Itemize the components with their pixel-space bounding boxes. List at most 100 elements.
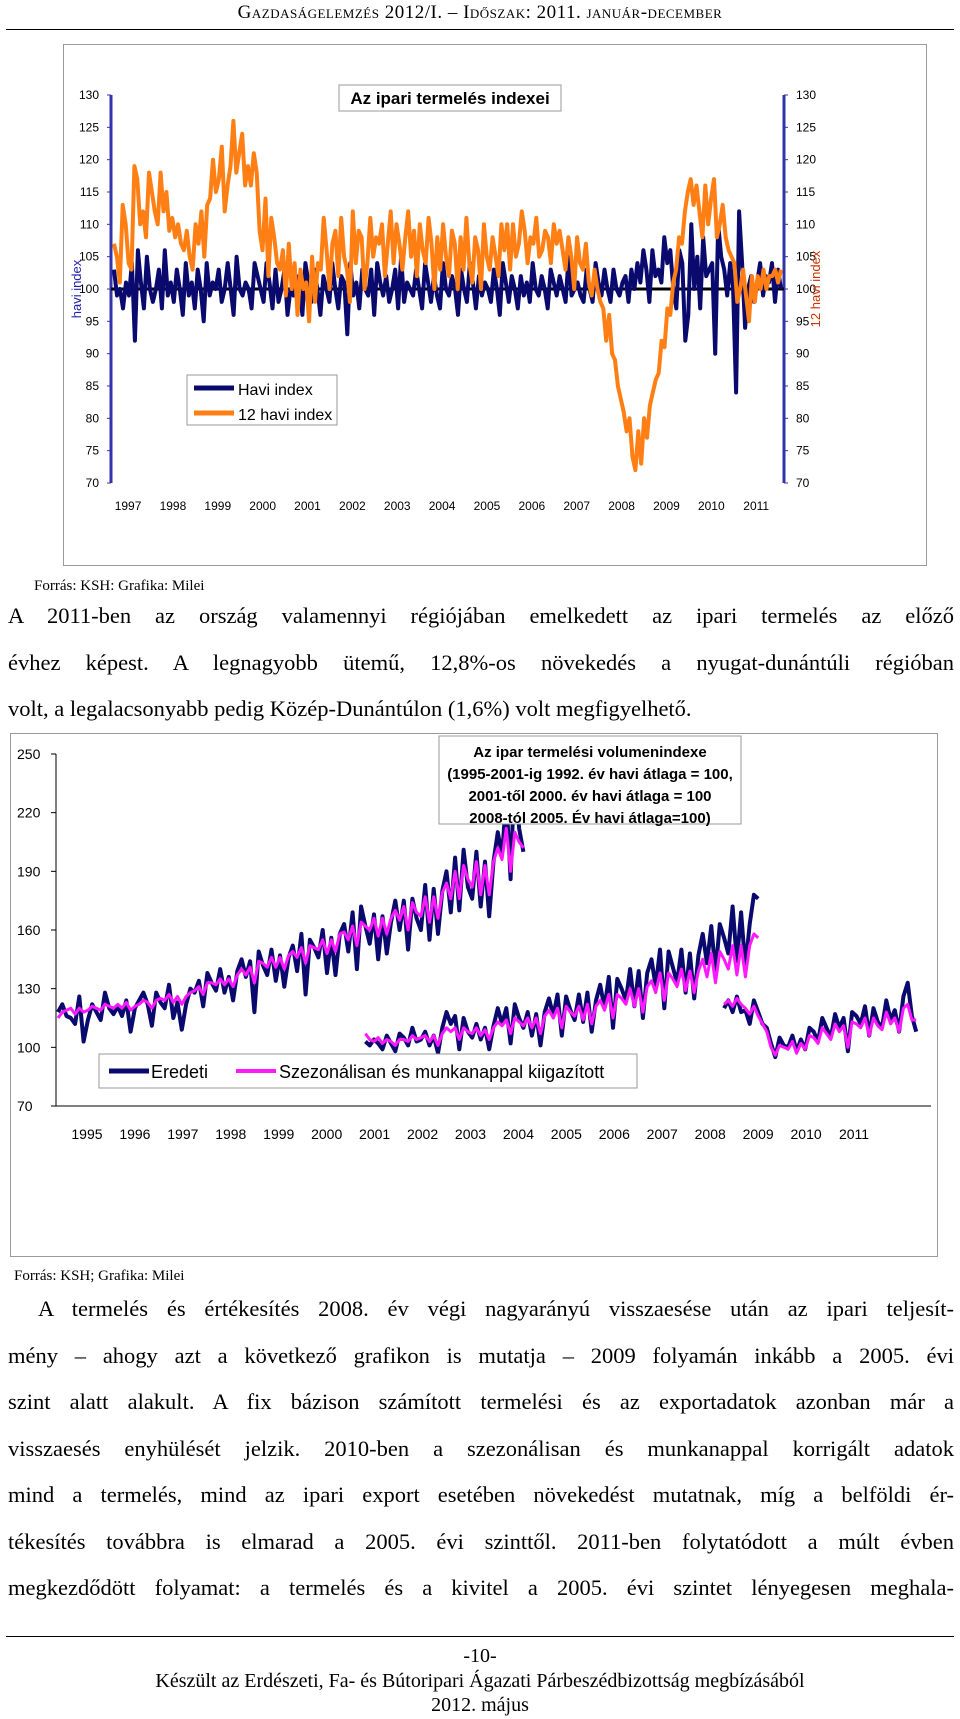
x-tick-label: 1998	[160, 499, 187, 513]
y-tick-right: 85	[796, 379, 810, 393]
chart2-source: Forrás: KSH; Grafika: Milei	[14, 1268, 185, 1284]
chart-title-box	[438, 735, 742, 825]
x-tick-label: 1995	[71, 1126, 102, 1142]
y-tick-label: 250	[17, 746, 41, 762]
x-tick-label: 2006	[599, 1126, 630, 1142]
y-tick-left: 105	[79, 250, 99, 264]
y-tick-label: 130	[17, 981, 41, 997]
x-tick-label: 1996	[119, 1126, 150, 1142]
x-tick-label: 2002	[339, 499, 366, 513]
chart-title: Az ipari termelés indexei	[350, 89, 549, 108]
x-tick-label: 2003	[455, 1126, 486, 1142]
legend-label-kiigazitott: Szezonálisan és munkanappal kiigazított	[279, 1062, 604, 1082]
paragraph-line: tékesítés továbbra is elmarad a 2005. év…	[8, 1528, 954, 1554]
y-tick-label: 70	[17, 1098, 33, 1114]
y-tick-right: 110	[796, 217, 815, 231]
paragraph-production: A termelés és értékesítés 2008. év végi …	[8, 1286, 954, 1612]
x-tick-label: 2004	[503, 1126, 534, 1142]
x-tick-label: 2011	[839, 1126, 869, 1142]
series-12-havi-index	[112, 118, 783, 473]
footer-divider	[6, 1636, 954, 1637]
y-tick-left: 125	[79, 120, 99, 134]
x-tick-label: 2008	[608, 499, 635, 513]
x-tick-label: 2008	[695, 1126, 726, 1142]
y-tick-left: 75	[86, 444, 100, 458]
x-tick-label: 2005	[551, 1126, 582, 1142]
series-havi-index	[112, 209, 783, 395]
y-tick-right: 125	[796, 120, 816, 134]
x-tick-label: 2010	[791, 1126, 822, 1142]
chart-title-box	[338, 84, 562, 112]
x-tick-label: 1997	[115, 499, 142, 513]
x-tick-label: 2005	[474, 499, 501, 513]
chart-title-line: (1995-2001-ig 1992. év havi átlaga = 100…	[447, 766, 733, 783]
chart-title-line: 2001-től 2000. év havi átlaga = 100	[468, 788, 711, 805]
y-tick-left: 110	[80, 217, 99, 231]
y-tick-left: 120	[79, 153, 99, 167]
y-tick-left: 90	[86, 347, 100, 361]
x-tick-label: 1999	[204, 499, 231, 513]
legend-box	[98, 1053, 638, 1089]
x-tick-label: 2011	[743, 499, 769, 513]
y-tick-right: 95	[796, 314, 810, 328]
y-tick-right: 115	[796, 185, 815, 199]
page-number: -10-	[463, 1645, 497, 1667]
paragraph-line: megkezdődött folyamat: a termelés és a k…	[8, 1575, 954, 1600]
series-kiigazitott	[723, 996, 917, 1057]
y-axis-title-right: 12 havi index	[808, 250, 823, 327]
y-tick-right: 90	[796, 347, 810, 361]
header-divider	[6, 29, 954, 30]
x-tick-label: 2007	[563, 499, 590, 513]
y-tick-label: 190	[17, 863, 41, 879]
paragraph-line: visszaesés enyhülését jelzik. 2010-ben a…	[8, 1435, 954, 1461]
y-tick-left: 115	[80, 185, 99, 199]
paragraph-line: mind a termelés, mind az ipari export es…	[8, 1482, 954, 1507]
y-tick-label: 100	[17, 1039, 41, 1055]
x-tick-label: 2004	[429, 499, 456, 513]
y-tick-right: 120	[796, 153, 816, 167]
paragraph-line: A termelés és értékesítés 2008. év végi …	[38, 1296, 954, 1321]
y-tick-left: 100	[79, 282, 99, 296]
y-tick-label: 220	[17, 805, 41, 821]
x-tick-label: 2010	[698, 499, 725, 513]
y-tick-right: 130	[796, 88, 816, 102]
x-tick-label: 2009	[653, 499, 680, 513]
chart-title-line: 2008-tól 2005. Év havi átlaga=100)	[469, 810, 710, 827]
volume-index-chart-svg: 70 100 130 160 190 220 250 1995 1996 1997 1998 1999…	[17, 735, 931, 1142]
x-tick-label: 2001	[359, 1126, 390, 1142]
paragraph-line: szint alatt alakult. A fix bázison számí…	[8, 1389, 954, 1414]
chart-title-line: Az ipar termelési volumenindexe	[473, 744, 706, 761]
x-tick-label: 1999	[263, 1126, 294, 1142]
paragraph-line: A 2011-ben az ország valamennyi régiójáb…	[8, 603, 954, 628]
y-axis-title-left: havi index	[69, 259, 84, 318]
x-tick-label: 2003	[384, 499, 411, 513]
series-eredeti	[722, 980, 919, 1060]
industrial-index-chart-svg: 70 70 75 75 80 80 85 85 90 90 95 95 100 100 105 105 110 1…	[69, 84, 823, 513]
x-tick-label: 2006	[518, 499, 545, 513]
paragraph-line: mény – ahogy azt a következő grafikon is…	[8, 1342, 954, 1368]
y-tick-left: 70	[86, 476, 100, 490]
y-tick-left: 130	[79, 88, 99, 102]
series-kiigazitott	[56, 826, 525, 1019]
volume-index-chart: 70 100 130 160 190 220 250 1995 1996 1997 1998 1999…	[10, 733, 938, 1257]
footer-credit: Készült az Erdészeti, Fa- és Bútoripari …	[155, 1670, 805, 1692]
y-tick-right: 105	[796, 250, 816, 264]
page-header: Gazdaságelemzés 2012/I. – Időszak: 2011.…	[237, 2, 723, 23]
x-tick-label: 2002	[407, 1126, 438, 1142]
y-tick-right: 75	[796, 444, 810, 458]
legend-label-eredeti: Eredeti	[151, 1062, 208, 1082]
x-tick-label: 1997	[167, 1126, 198, 1142]
chart1-source: Forrás: KSH: Grafika: Milei	[34, 578, 205, 594]
x-tick-label: 2009	[743, 1126, 774, 1142]
legend-label-12-havi: 12 havi index	[238, 407, 332, 424]
x-tick-label: 2007	[647, 1126, 678, 1142]
x-tick-label: 1998	[215, 1126, 246, 1142]
paragraph-line: volt, a legalacsonyabb pedig Közép-Dunán…	[8, 696, 692, 721]
y-tick-right: 100	[796, 282, 816, 296]
y-tick-left: 95	[86, 314, 100, 328]
x-tick-label: 2000	[311, 1126, 342, 1142]
legend-box	[186, 374, 338, 426]
y-tick-left: 85	[86, 379, 100, 393]
industrial-index-chart: 70 70 75 75 80 80 85 85 90 90 95 95 100 100 105 105 110 1…	[63, 44, 927, 566]
series-kiigazitott	[364, 932, 760, 1047]
